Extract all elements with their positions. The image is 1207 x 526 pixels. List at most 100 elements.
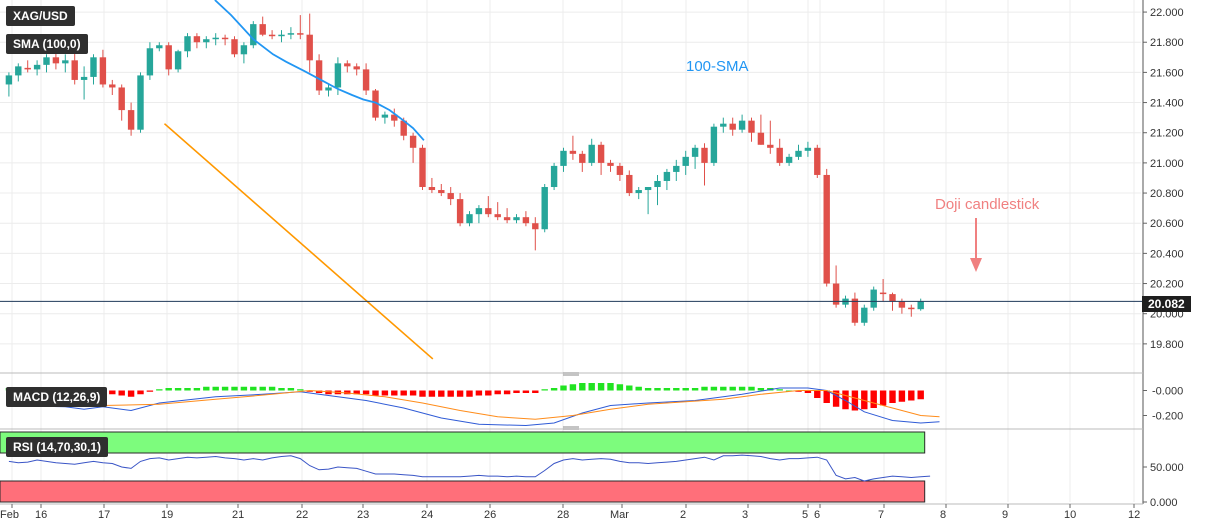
time-tick-label: 23 [357,509,369,521]
time-tick-label: 2 [680,509,686,521]
bullish-candle [635,190,642,194]
macd-histogram-bar [438,390,445,397]
bearish-candle [522,217,530,224]
time-tick-label: 26 [484,509,496,521]
bearish-candle [109,84,116,88]
bullish-candle [15,66,22,76]
time-tick-label: 19 [161,509,173,521]
bearish-candle [456,199,464,224]
macd-histogram-bar [795,390,802,392]
bullish-candle [475,208,483,215]
macd-histogram-bar [400,390,407,396]
bullish-candle [184,36,191,52]
bearish-candle [259,24,266,35]
time-tick-label: Feb [0,509,19,521]
macd-histogram-bar [673,388,680,391]
time-tick-label: 16 [35,509,47,521]
macd-histogram-bar [804,390,812,393]
bearish-candle [616,165,624,175]
bearish-candle [898,301,906,308]
bullish-candle [325,87,332,91]
bearish-candle [344,63,351,67]
macd-histogram-bar [409,390,417,396]
bullish-candle [720,123,727,127]
bearish-candle [701,147,708,163]
bullish-candle [917,301,924,310]
bullish-candle [560,150,567,166]
macd-histogram-bar [306,390,313,392]
macd-line [8,387,940,427]
bearish-candle [428,187,436,191]
price-tick-label: 20.600 [1150,218,1184,230]
bullish-candle [785,156,793,163]
time-tick-label: 10 [1064,509,1076,521]
bullish-candle [137,75,144,130]
bearish-candle [823,174,830,284]
rsi-tick-label: 0.000 [1150,497,1178,509]
bullish-candle [673,165,680,172]
bearish-candle [362,69,370,91]
bearish-candle [165,45,172,70]
doji-arrow [970,218,982,272]
symbol-label[interactable]: XAG/USD [6,6,75,26]
time-tick-label: 28 [557,509,569,521]
bullish-candle [43,57,50,65]
bearish-candle [193,36,201,43]
macd-histogram-bar [456,390,464,397]
macd-histogram-bar [720,386,727,391]
price-tick-label: 19.800 [1150,339,1184,351]
rsi-indicator-label[interactable]: RSI (14,70,30,1) [6,437,109,457]
bearish-candle [889,294,896,302]
macd-indicator-label[interactable]: MACD (12,26,9) [6,387,108,407]
bullish-candle [550,165,558,188]
macd-histogram-bar [127,390,135,397]
price-tick-label: 20.800 [1150,188,1184,200]
bullish-candle [861,307,868,323]
macd-histogram-bar [503,390,511,395]
bullish-candle [466,214,473,224]
sma-layer [214,0,425,141]
candles-layer [5,13,924,326]
macd-histogram-bar [165,388,172,391]
time-tick-label: 7 [878,509,884,521]
macd-histogram-bar [362,390,370,395]
bearish-candle [729,123,736,130]
bearish-candle [597,144,605,163]
bullish-candle [5,75,13,85]
time-tick-label: 8 [940,509,946,521]
bearish-candle [748,120,755,133]
rsi-tick-label: 50.000 [1150,462,1184,474]
macd-histogram-bar [485,390,492,396]
time-tick-label: 17 [98,509,110,521]
bearish-candle [409,135,417,148]
bullish-candle [90,57,97,77]
bearish-candle [306,34,313,61]
time-tick-label: 21 [232,509,244,521]
macd-histogram-bar [137,390,144,395]
bearish-candle [99,57,107,85]
rsi-bands [0,431,926,503]
bearish-candle [118,87,125,111]
rsi-overbought-band [0,431,926,454]
macd-histogram-bar [212,386,219,391]
bearish-candle [776,147,783,163]
bullish-candle [691,147,699,157]
macd-histogram-bar [475,390,483,396]
macd-signal-line [8,389,940,420]
macd-histogram-bar [644,388,652,391]
macd-histogram-bar [710,386,718,391]
bullish-candle [80,76,88,80]
bearish-candle [814,147,821,175]
bullish-candle [513,217,520,221]
macd-histogram-bar [522,390,530,393]
bullish-candle [212,37,219,40]
bearish-candle [494,214,501,218]
sma-indicator-label[interactable]: SMA (100,0) [6,34,88,54]
bearish-candle [268,34,276,37]
macd-histogram-bar [607,383,614,391]
bullish-candle [62,60,69,64]
macd-histogram-bar [597,383,605,391]
bullish-candle [738,120,746,130]
time-tick-label: 3 [742,509,748,521]
